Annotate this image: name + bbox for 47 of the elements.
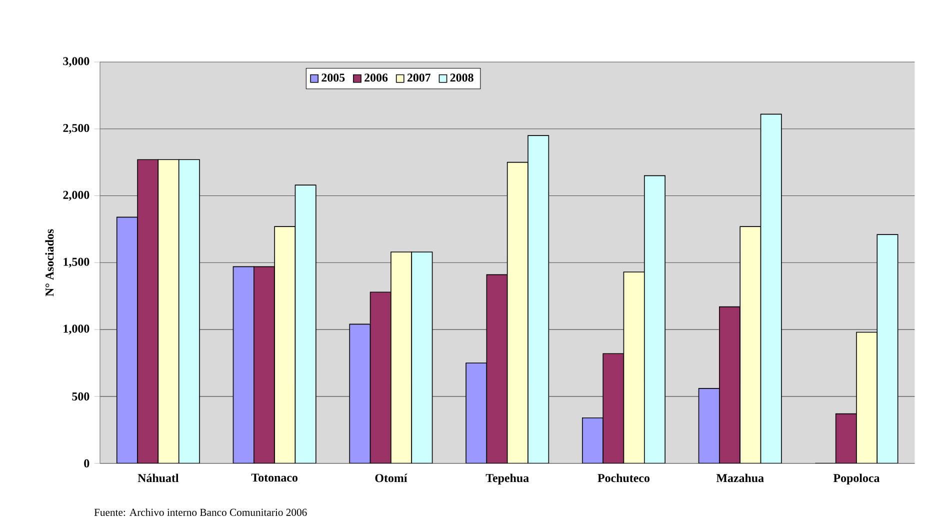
- legend-label: 2005: [322, 74, 345, 82]
- source-note: Fuente: Archivo interno Banco Comunitario 2006: [94, 508, 307, 516]
- bar: [137, 159, 159, 464]
- bar: [698, 388, 720, 464]
- bar: [644, 175, 666, 464]
- bar: [178, 159, 200, 464]
- bar: [116, 216, 138, 464]
- legend-label: 2006: [364, 74, 388, 82]
- y-tick-label: 500: [72, 392, 90, 400]
- y-tick-label: 3,000: [63, 57, 90, 67]
- x-tick-label: Náhuatl: [138, 474, 179, 482]
- y-axis-title: N° Asociados: [45, 229, 54, 296]
- x-tick-label: Popoloca: [833, 474, 880, 485]
- bar: [856, 332, 878, 464]
- y-tick-label: 0: [84, 459, 90, 468]
- bar: [232, 266, 254, 464]
- x-tick-label: Pochuteco: [598, 474, 650, 482]
- bar: [760, 114, 782, 464]
- bar: [274, 226, 296, 464]
- y-tick-label: 2,000: [63, 190, 90, 201]
- bar: [390, 252, 412, 464]
- bar: [582, 417, 604, 464]
- bar: [158, 159, 180, 464]
- bar: [370, 292, 392, 464]
- bar: [349, 324, 371, 464]
- bar: [835, 413, 857, 464]
- x-tick-label: Mazahua: [716, 474, 764, 482]
- y-tick-label: 1,000: [64, 324, 90, 334]
- y-tick-label: 1,500: [64, 258, 90, 268]
- bar: [506, 162, 528, 464]
- x-tick-label: Tepehua: [486, 474, 529, 485]
- bar: [876, 234, 898, 464]
- bar: [411, 252, 433, 464]
- bar: [254, 266, 275, 464]
- bar: [719, 306, 741, 464]
- bar: [602, 353, 624, 464]
- y-tick-label: 2,500: [63, 124, 90, 134]
- legend-label: 2007: [407, 74, 431, 82]
- legend-label: 2008: [450, 74, 474, 82]
- x-tick-label: Totonaco: [251, 474, 298, 482]
- bar: [466, 362, 488, 464]
- x-tick-label: Otomí: [375, 474, 408, 482]
- bar: [486, 274, 508, 464]
- bar: [528, 135, 550, 464]
- bar: [623, 272, 645, 464]
- bar: [740, 226, 762, 464]
- bar: [294, 184, 316, 464]
